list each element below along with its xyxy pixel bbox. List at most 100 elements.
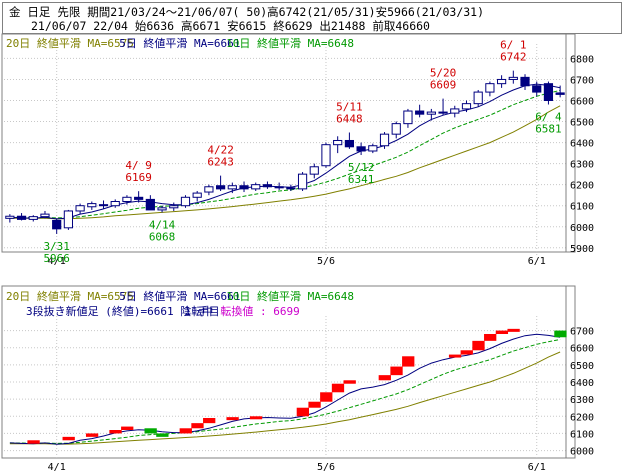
candle-body (262, 184, 273, 188)
candle-body (461, 103, 472, 110)
tlb-brick (109, 430, 122, 434)
high-annotation-value: 6448 (336, 112, 363, 125)
tlb-brick (402, 356, 415, 367)
header-period-line: 金 日足 先限 期間21/03/24～21/06/07( 50)高6742(21… (9, 5, 485, 19)
candle-body (40, 213, 50, 218)
tlb-brick (343, 380, 356, 384)
tlb-brick (390, 366, 403, 376)
y-tick-label: 6400 (570, 378, 594, 389)
tlb-brick (191, 423, 204, 429)
candle-body (192, 192, 202, 198)
tlb-brick (484, 334, 497, 341)
header-latest-quote-line: 21/06/07 22/04 始6636 高6671 安6615 終6629 出… (31, 19, 430, 33)
tlb-brick (203, 418, 216, 424)
ma20-line-lower (9, 351, 561, 445)
y-tick-label: 6700 (570, 75, 594, 86)
low-annotation-value: 6068 (149, 230, 176, 243)
x-tick-label: 5/6 (317, 462, 335, 473)
tlb-brick (460, 350, 473, 355)
candle-body (356, 146, 366, 152)
low-annotation-value: 5966 (43, 252, 70, 265)
x-tick-label: 4/1 (48, 462, 66, 473)
y-tick-label: 6600 (570, 344, 594, 355)
y-tick-label: 6000 (570, 447, 594, 458)
tlb-brick (448, 354, 462, 358)
candle-body (543, 83, 554, 101)
tlb-brick (495, 330, 509, 334)
candle-body (415, 110, 425, 115)
low-annotation-value: 6581 (535, 122, 562, 135)
ma20-line (9, 105, 561, 220)
legend-entry: 20日 終値平滑 MA=6575 (6, 289, 134, 303)
y-tick-label: 6600 (570, 97, 594, 108)
x-tick-label: 6/1 (528, 462, 546, 473)
tlb-brick (554, 330, 567, 338)
candle-body (438, 111, 448, 114)
low-annotation-date: 4/14 (149, 218, 176, 231)
candle-body (309, 166, 319, 175)
legend-entry: 5日 終値平滑 MA=6661 (119, 36, 240, 50)
ma10-line-lower (9, 339, 561, 444)
y-tick-label: 6100 (570, 202, 594, 213)
tlb-brick (296, 407, 310, 417)
tlb-brick (320, 392, 333, 402)
y-tick-label: 6200 (570, 412, 594, 423)
legend-entry: 20日 終値平滑 MA=6575 (6, 36, 134, 50)
candle-body (216, 185, 226, 190)
candle-body (368, 145, 378, 152)
high-annotation-value: 6742 (500, 51, 527, 64)
high-annotation-value: 6609 (430, 79, 457, 92)
high-annotation-date: 5/11 (336, 100, 363, 113)
tlb-brick (85, 433, 99, 437)
candle-body (333, 139, 343, 146)
tlb-brick (308, 401, 321, 408)
panel-frame-1 (1, 33, 576, 253)
candle-body (63, 210, 73, 229)
candle-body (508, 76, 518, 80)
candle-body (391, 123, 401, 135)
y-tick-label: 6500 (570, 118, 594, 129)
legend-entry: 10日 終値平滑 MA=6648 (226, 289, 354, 303)
high-annotation-value: 6243 (207, 156, 234, 169)
candle-body (251, 184, 261, 190)
high-annotation-date: 4/ 9 (125, 159, 152, 172)
tlb-brick (62, 436, 75, 441)
candle-body (227, 185, 237, 190)
candle-body (75, 205, 85, 212)
tlb-subtitle-part: 転換値 : 6699 (220, 305, 299, 318)
candle-body (87, 203, 97, 208)
x-tick-label: 4/1 (48, 256, 66, 267)
candle-body (204, 186, 214, 193)
tlb-brick (156, 433, 169, 437)
tlb-brick (226, 417, 239, 421)
high-annotation-value: 6169 (125, 171, 152, 184)
candle-body (473, 91, 483, 105)
candle-body (16, 215, 27, 220)
candle-body (180, 196, 191, 207)
y-tick-label: 5900 (570, 244, 594, 255)
high-annotation-date: 4/22 (207, 144, 234, 157)
candle-body (110, 201, 120, 207)
tlb-subtitle-part: 3段抜き新値足 (終値)=6661 陰転中 (26, 304, 213, 318)
y-tick-label: 6300 (570, 395, 594, 406)
tlb-brick (331, 383, 345, 393)
candle-body (426, 111, 436, 115)
tlb-brick (378, 375, 391, 381)
tlb-brick (27, 440, 40, 444)
candle-body (344, 139, 354, 148)
candle-body (145, 198, 155, 211)
y-tick-label: 6200 (570, 181, 594, 192)
low-annotation-value: 6341 (348, 173, 375, 186)
tlb-brick (249, 416, 263, 420)
candle-body (274, 186, 284, 189)
legend-entry: 5日 終値平滑 MA=6661 (119, 289, 240, 303)
y-tick-label: 6500 (570, 361, 594, 372)
candle-body (532, 85, 542, 93)
ma5-line (9, 83, 561, 220)
tlb-brick (121, 426, 134, 430)
y-tick-label: 6300 (570, 160, 594, 171)
candle-body (286, 187, 296, 190)
candle-body (98, 204, 109, 207)
candle-body (157, 207, 167, 211)
